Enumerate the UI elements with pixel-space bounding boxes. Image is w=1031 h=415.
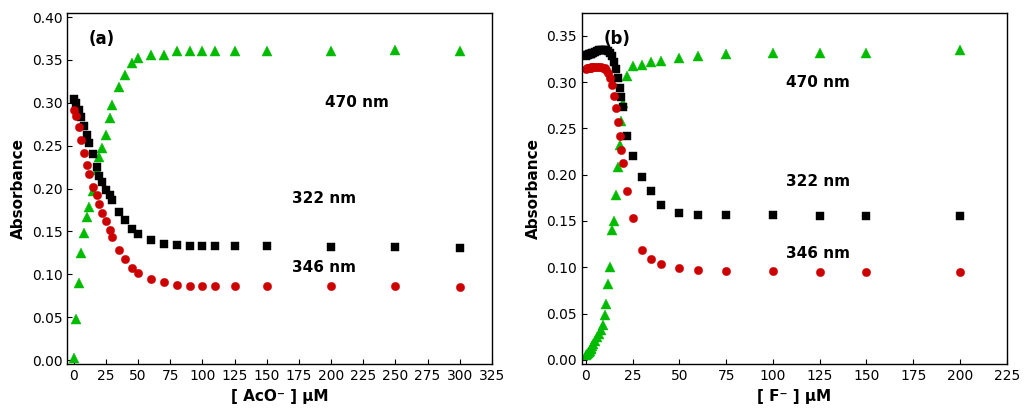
Text: 470 nm: 470 nm bbox=[325, 95, 389, 110]
Text: 470 nm: 470 nm bbox=[786, 75, 850, 90]
Text: 346 nm: 346 nm bbox=[786, 246, 850, 261]
Y-axis label: Absorbance: Absorbance bbox=[11, 138, 26, 239]
Text: 322 nm: 322 nm bbox=[786, 174, 851, 189]
X-axis label: [ AcO⁻ ] μM: [ AcO⁻ ] μM bbox=[231, 389, 328, 404]
Y-axis label: Absorbance: Absorbance bbox=[526, 138, 541, 239]
X-axis label: [ F⁻ ] μM: [ F⁻ ] μM bbox=[758, 389, 831, 404]
Text: (a): (a) bbox=[89, 30, 114, 48]
Text: 322 nm: 322 nm bbox=[293, 191, 357, 206]
Text: (b): (b) bbox=[603, 30, 630, 48]
Text: 346 nm: 346 nm bbox=[293, 260, 357, 275]
